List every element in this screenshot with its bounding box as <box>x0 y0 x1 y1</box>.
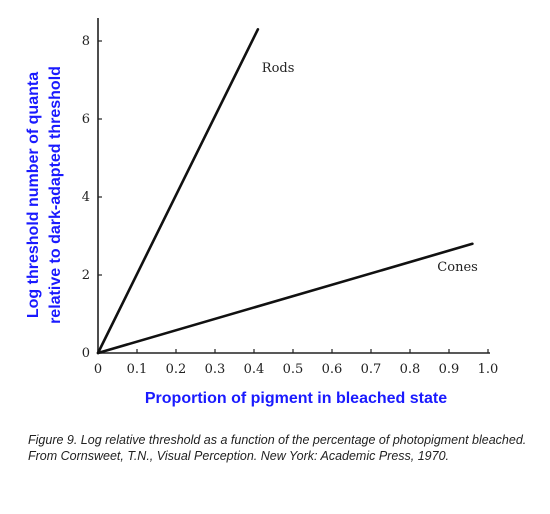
x-tick-label: 0.7 <box>361 362 382 377</box>
series-label-cones: Cones <box>437 260 478 275</box>
y-tick-label: 8 <box>82 34 90 49</box>
y-axis-ticks: 0 2 4 6 8 <box>82 34 102 361</box>
x-tick-label: 0.6 <box>322 362 343 377</box>
y-tick-label: 4 <box>82 190 90 205</box>
chart: 0 0.1 0.2 0.3 0.4 0.5 0.6 0.7 0.8 0.9 1.0 0 2 4 6 8 Ro… <box>25 18 498 407</box>
x-tick-label: 0.5 <box>283 362 304 377</box>
series-lines <box>96 27 474 355</box>
x-axis-title: Proportion of pigment in bleached state <box>145 390 447 407</box>
y-axis-title-line1: Log threshold number of quanta <box>25 72 42 318</box>
x-tick-label: 1.0 <box>478 362 499 377</box>
x-tick-label: 0.8 <box>400 362 421 377</box>
y-tick-label: 2 <box>82 268 90 283</box>
series-label-rods: Rods <box>262 61 295 76</box>
x-tick-label: 0.2 <box>166 362 187 377</box>
x-axis-ticks: 0 0.1 0.2 0.3 0.4 0.5 0.6 0.7 0.8 0.9 1.0 <box>94 349 498 377</box>
y-axis-title-line2: relative to dark-adapted threshold <box>47 66 64 324</box>
series-line-cones <box>96 242 474 355</box>
x-tick-label: 0.4 <box>244 362 265 377</box>
y-tick-label: 0 <box>82 346 90 361</box>
x-tick-label: 0 <box>94 362 102 377</box>
series-labels: Rods Cones <box>262 61 478 275</box>
x-tick-label: 0.3 <box>205 362 226 377</box>
x-tick-label: 0.1 <box>127 362 148 377</box>
figure-caption: Figure 9. Log relative threshold as a fu… <box>28 433 527 463</box>
x-tick-label: 0.9 <box>439 362 460 377</box>
series-line-rods <box>96 27 260 355</box>
y-tick-label: 6 <box>82 112 90 127</box>
